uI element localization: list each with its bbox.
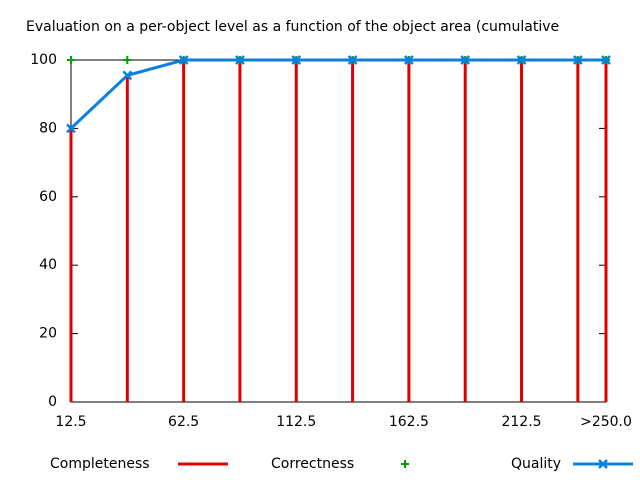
point [66, 123, 76, 134]
x-tick-label: 162.5 [389, 414, 429, 430]
y-tick-label: 80 [39, 120, 57, 136]
x-tick-label: 62.5 [168, 414, 199, 430]
point [601, 55, 611, 65]
y-tick-label: 40 [39, 257, 57, 273]
y-tick-label: 100 [30, 52, 57, 68]
legend-swatch [401, 460, 409, 468]
chart-title: Evaluation on a per-object level as a fu… [26, 19, 559, 35]
point [516, 55, 527, 65]
y-tick-label: 60 [39, 189, 57, 205]
point [235, 55, 245, 65]
x-tick-label: 112.5 [276, 414, 316, 430]
point [572, 55, 583, 65]
point [67, 56, 75, 64]
point [122, 70, 133, 81]
x-tick-label: 12.5 [55, 414, 86, 430]
legend-label: Correctness [271, 456, 354, 472]
point [460, 55, 471, 65]
point [123, 56, 132, 64]
legend-label: Completeness [50, 456, 150, 472]
point [404, 55, 414, 65]
legend-label: Quality [511, 456, 561, 472]
legend-swatch [598, 459, 608, 469]
x-tick-label: >250.0 [580, 414, 632, 430]
y-tick-label: 0 [48, 394, 57, 410]
line [69, 58, 606, 130]
point [291, 55, 302, 65]
plot-frame [70, 59, 607, 403]
x-tick-label: 212.5 [501, 414, 541, 430]
point [178, 55, 189, 65]
y-tick-label: 20 [39, 326, 57, 342]
point [347, 55, 358, 65]
